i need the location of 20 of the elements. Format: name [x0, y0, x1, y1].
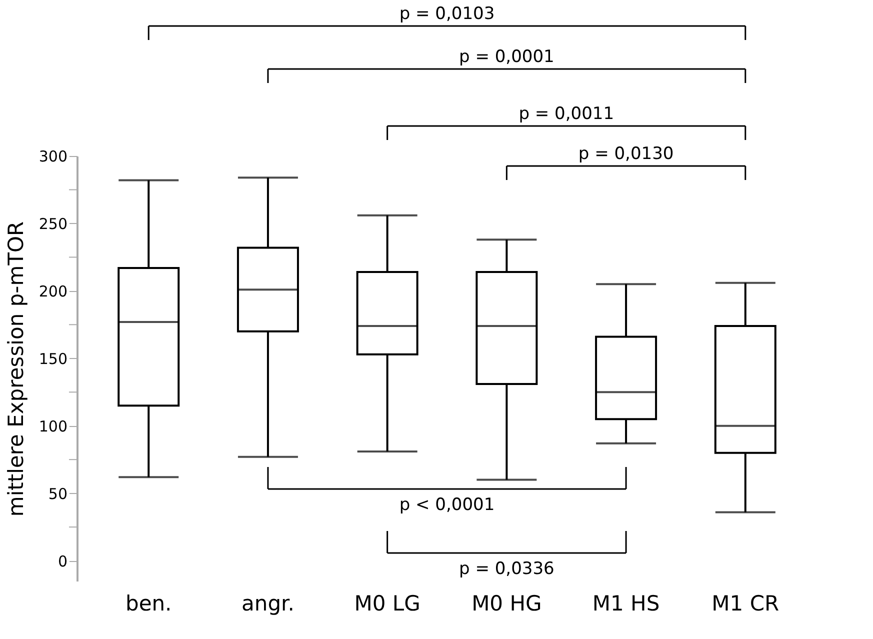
y-tick-label: 150: [38, 350, 68, 368]
text: p = 0,0103: [399, 4, 495, 24]
annotation: p < 0,0001: [399, 495, 495, 515]
y-tick-label: 100: [38, 417, 68, 436]
x-tick-label: angr.: [242, 592, 294, 616]
y-tick-label: 0: [58, 552, 68, 570]
x-tick-label: M1 HS: [592, 592, 660, 616]
y-tick-label: 300: [38, 148, 68, 166]
annotation: p = 0,0336: [459, 559, 554, 579]
x-tick-label: M0 LG: [354, 592, 420, 616]
x-tick-label: M1 CR: [712, 592, 780, 616]
text: p = 0,0011: [518, 104, 614, 124]
annotation: p = 0,0130: [578, 144, 674, 164]
y-tick-label: 250: [38, 214, 68, 233]
x-tick-label: M0 HG: [472, 592, 542, 616]
x-tick-label: ben.: [125, 592, 172, 616]
text: p = 0,0001: [459, 47, 554, 67]
y-tick-label: 50: [48, 484, 68, 503]
y-axis-title: mittlere Expression p-mTOR: [4, 221, 28, 517]
y-tick-label: 200: [38, 282, 68, 300]
